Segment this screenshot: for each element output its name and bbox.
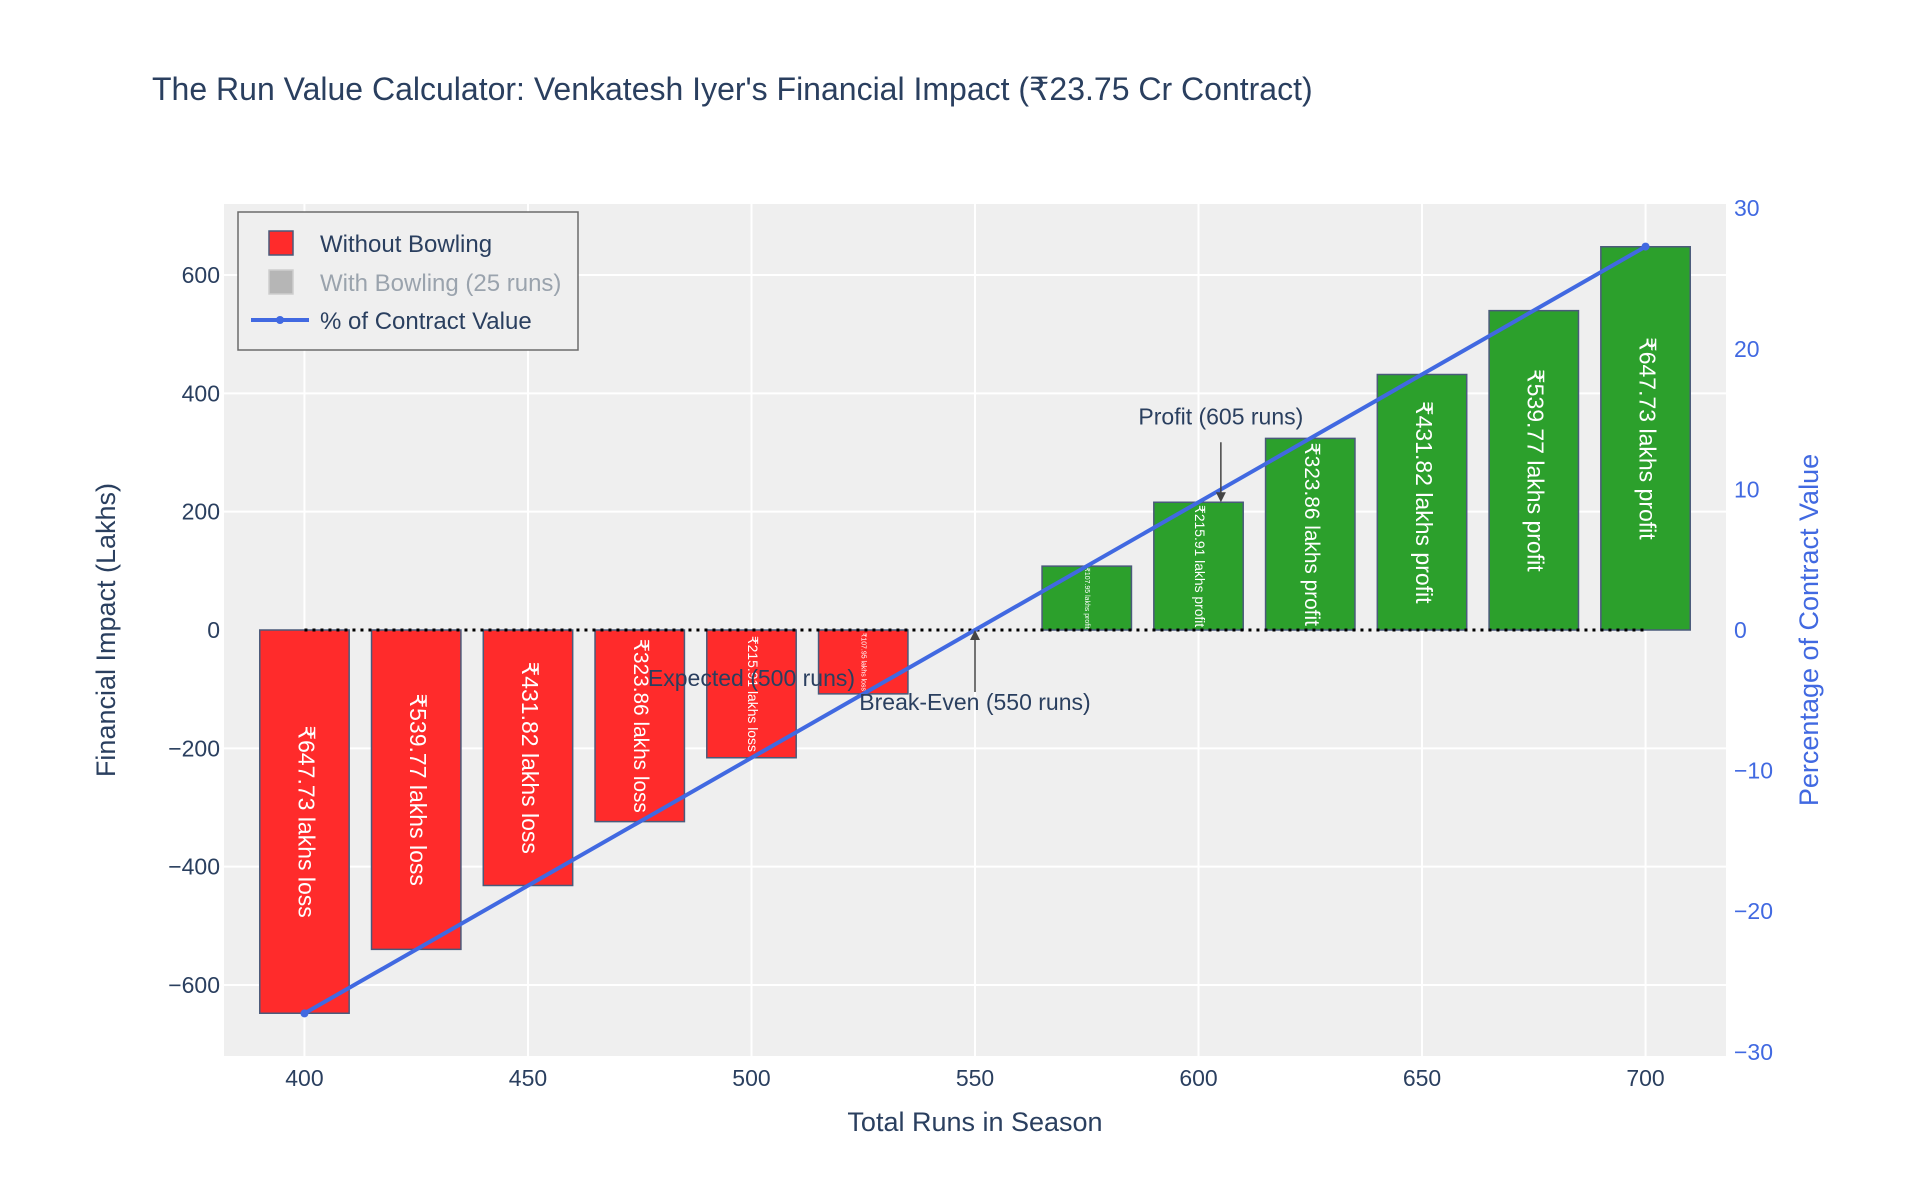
x-tick-label-4: 600 xyxy=(1179,1065,1217,1091)
bar-label-450: ₹431.82 lakhs loss xyxy=(517,662,543,854)
y-tick-label-1: −400 xyxy=(168,854,220,880)
legend-label-without-bowling: Without Bowling xyxy=(320,231,492,258)
legend-item-percent-contract[interactable]: % of Contract Value xyxy=(251,308,532,335)
right-axis-ticks: −30 −20 −10 0 10 20 30 xyxy=(1734,195,1773,1065)
bar-loss-400 xyxy=(259,629,350,1014)
bar-label-650: ₹431.82 lakhs profit xyxy=(1411,401,1437,604)
annotation-arrowhead-profit xyxy=(1215,492,1226,503)
y2-axis-title: Percentage of Contract Value xyxy=(1794,454,1824,806)
bar-profit-650 xyxy=(1376,373,1468,631)
x-tick-label-1: 450 xyxy=(509,1065,547,1091)
annotations-group: Expected (500 runs)Break-Even (550 runs)… xyxy=(648,403,1303,715)
bar-label-675: ₹539.77 lakhs profit xyxy=(1523,369,1549,572)
legend-item-without-bowling[interactable]: Without Bowling xyxy=(268,230,492,258)
y2-tick-label-0: −30 xyxy=(1734,1039,1773,1065)
bar-label-700: ₹647.73 lakhs profit xyxy=(1634,337,1660,540)
bar-label-525: ₹107.95 lakhs loss xyxy=(859,633,867,692)
x-axis-title: Total Runs in Season xyxy=(847,1107,1102,1137)
annotation-arrowhead-break-even xyxy=(970,630,980,640)
percent-marker-400 xyxy=(300,1009,309,1018)
legend-swatch-with-bowling xyxy=(268,269,294,295)
bar-label-575: ₹107.95 lakhs profit xyxy=(1083,568,1091,629)
y-tick-label-5: 400 xyxy=(182,380,220,406)
bar-profit-625 xyxy=(1264,437,1356,631)
percent-marker-700 xyxy=(1641,242,1650,251)
x-tick-label-5: 650 xyxy=(1403,1065,1441,1091)
x-tick-label-6: 700 xyxy=(1626,1065,1664,1091)
legend-label-percent: % of Contract Value xyxy=(320,308,532,335)
y2-tick-label-3: 0 xyxy=(1734,617,1747,643)
bar-profit-675 xyxy=(1488,309,1580,631)
bar-label-600: ₹215.91 lakhs profit xyxy=(1192,505,1208,627)
y-tick-label-3: 0 xyxy=(207,617,220,643)
bar-label-475: ₹323.86 lakhs loss xyxy=(629,639,652,813)
y-tick-label-2: −200 xyxy=(168,735,220,761)
x-tick-label-2: 500 xyxy=(732,1065,770,1091)
bar-labels-group: ₹647.73 lakhs loss ₹539.77 lakhs loss ₹431… xyxy=(293,337,1660,918)
y-axis-title: Financial Impact (Lakhs) xyxy=(91,483,121,777)
legend-box xyxy=(237,211,579,351)
bar-loss-475 xyxy=(594,629,686,823)
bar-profit-600 xyxy=(1153,501,1244,631)
y2-tick-label-5: 20 xyxy=(1734,336,1760,362)
y2-tick-label-6: 30 xyxy=(1734,195,1760,221)
x-tick-label-3: 550 xyxy=(956,1065,994,1091)
chart-title: The Run Value Calculator: Venkatesh Iyer… xyxy=(152,71,1313,107)
legend-item-with-bowling[interactable]: With Bowling (25 runs) xyxy=(268,269,561,297)
bar-label-500: ₹215.91 lakhs loss xyxy=(745,636,761,752)
x-tick-label-0: 400 xyxy=(285,1065,323,1091)
x-axis-ticks: 400 450 500 550 600 650 700 xyxy=(285,1065,1664,1091)
legend-marker-percent xyxy=(276,316,284,324)
y-tick-label-6: 600 xyxy=(182,262,220,288)
bar-label-625: ₹323.86 lakhs profit xyxy=(1300,443,1323,627)
annotation-profit: Profit (605 runs) xyxy=(1138,403,1303,429)
bar-label-425: ₹539.77 lakhs loss xyxy=(405,694,431,886)
y-tick-label-4: 200 xyxy=(182,499,220,525)
bar-loss-500 xyxy=(706,629,797,759)
y2-tick-label-1: −20 xyxy=(1734,898,1773,924)
legend-label-with-bowling: With Bowling (25 runs) xyxy=(320,270,561,297)
annotation-expected: Expected (500 runs) xyxy=(648,665,855,691)
annotation-break-even: Break-Even (550 runs) xyxy=(859,689,1090,715)
bar-profit-700 xyxy=(1600,246,1691,631)
y-tick-label-0: −600 xyxy=(168,972,220,998)
bars-group xyxy=(259,246,1691,1014)
bar-loss-525 xyxy=(817,629,909,695)
legend-swatch-without-bowling xyxy=(268,230,294,256)
legend[interactable]: Without Bowling With Bowling (25 runs) %… xyxy=(237,211,579,351)
y2-tick-label-4: 10 xyxy=(1734,476,1760,502)
y2-tick-label-2: −10 xyxy=(1734,758,1773,784)
bar-label-400: ₹647.73 lakhs loss xyxy=(293,725,319,917)
left-axis-ticks: −600 −400 −200 0 200 400 600 xyxy=(168,262,220,998)
